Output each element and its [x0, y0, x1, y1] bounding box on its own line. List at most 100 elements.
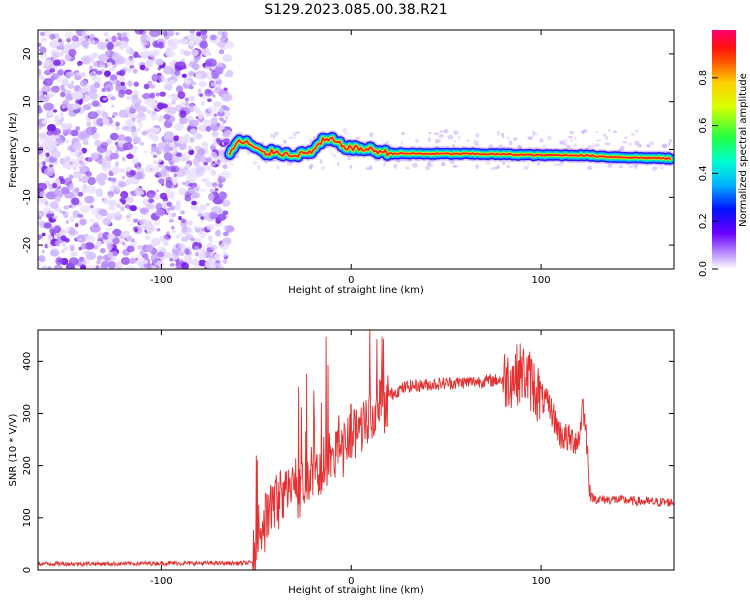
noise-speckle — [115, 80, 121, 87]
noise-speckle — [125, 196, 134, 204]
ridge-halo-speckle — [604, 142, 611, 146]
ridge-halo-speckle — [428, 132, 432, 135]
ridge-halo-speckle — [512, 136, 518, 141]
noise-speckle — [167, 165, 177, 173]
noise-speckle — [41, 232, 46, 237]
noise-speckle — [113, 186, 120, 192]
noise-speckle — [175, 252, 179, 256]
noise-speckle — [120, 257, 131, 265]
noise-speckle — [149, 127, 159, 134]
noise-speckle — [203, 161, 208, 166]
noise-speckle — [134, 30, 144, 35]
noise-speckle — [187, 33, 199, 42]
ridge-halo-speckle — [332, 153, 336, 158]
noise-speckle — [177, 91, 186, 100]
noise-speckle — [183, 39, 188, 44]
noise-speckle — [116, 203, 121, 208]
noise-speckle — [151, 73, 159, 82]
noise-speckle — [53, 264, 63, 269]
noise-speckle — [119, 75, 126, 82]
noise-speckle — [150, 104, 157, 110]
noise-speckle — [69, 216, 76, 222]
noise-speckle — [71, 161, 79, 170]
noise-speckle — [78, 150, 83, 156]
noise-speckle — [43, 102, 54, 111]
noise-speckle — [205, 181, 213, 188]
ridge-halo-speckle — [619, 145, 625, 151]
noise-speckle — [75, 126, 80, 132]
noise-speckle — [74, 74, 82, 81]
ridge-halo-speckle — [270, 133, 273, 138]
noise-speckle — [69, 174, 74, 180]
noise-speckle — [152, 265, 157, 269]
noise-speckle — [205, 157, 213, 163]
noise-speckle — [60, 235, 67, 241]
noise-speckle — [173, 135, 180, 142]
ridge-halo-speckle — [438, 134, 444, 138]
noise-speckle — [72, 103, 81, 110]
colorbar-tick-label: 0.4 — [698, 165, 709, 181]
noise-speckle — [194, 245, 199, 250]
ridge-halo-speckle — [628, 165, 634, 168]
noise-speckle — [166, 191, 175, 199]
noise-speckle — [95, 240, 103, 247]
noise-speckle — [60, 91, 66, 98]
ridge-halo-speckle — [587, 145, 594, 149]
noise-speckle — [78, 177, 82, 182]
noise-speckle — [195, 252, 199, 257]
noise-speckle — [200, 188, 206, 193]
noise-speckle — [174, 122, 184, 132]
noise-speckle — [137, 55, 142, 59]
noise-speckle — [122, 32, 127, 37]
noise-speckle — [84, 242, 95, 250]
noise-speckle — [114, 161, 120, 167]
noise-speckle — [65, 71, 72, 79]
noise-speckle — [105, 153, 110, 157]
ridge-halo-speckle — [440, 161, 446, 167]
noise-speckle — [216, 139, 221, 144]
noise-speckle — [87, 111, 99, 120]
noise-speckle — [132, 68, 138, 74]
noise-speckle — [61, 88, 67, 93]
noise-speckle — [175, 235, 180, 239]
noise-speckle — [66, 227, 71, 232]
noise-speckle — [49, 33, 56, 40]
noise-speckle — [214, 188, 219, 192]
noise-speckle — [77, 62, 81, 67]
noise-speckle — [61, 123, 69, 130]
y-tick-label: 0 — [22, 567, 33, 573]
noise-speckle — [167, 94, 172, 99]
noise-speckle — [165, 49, 175, 58]
noise-speckle — [59, 158, 65, 165]
noise-speckle — [174, 70, 181, 76]
noise-speckle — [55, 257, 64, 266]
noise-speckle — [91, 100, 100, 107]
noise-speckle — [74, 223, 79, 228]
noise-speckle — [85, 171, 92, 178]
noise-speckle — [145, 128, 150, 134]
noise-speckle — [51, 231, 57, 236]
ridge-halo-speckle — [569, 131, 574, 135]
noise-speckle — [112, 112, 119, 117]
noise-speckle — [152, 154, 158, 158]
noise-speckle — [176, 152, 183, 157]
x-tick-label: -100 — [150, 275, 173, 286]
ridge-halo-speckle — [427, 137, 431, 142]
noise-speckle — [52, 109, 58, 113]
noise-speckle — [110, 96, 116, 101]
noise-speckle — [132, 136, 141, 144]
ridge-halo-speckle — [365, 167, 371, 170]
noise-speckle — [216, 213, 227, 221]
noise-speckle — [107, 251, 114, 258]
noise-speckle — [121, 199, 126, 205]
noise-speckle — [126, 125, 133, 133]
noise-speckle — [143, 263, 151, 269]
ridge-halo-speckle — [603, 133, 606, 137]
noise-speckle — [71, 35, 79, 42]
noise-speckle — [106, 242, 114, 250]
noise-speckle — [124, 110, 129, 116]
noise-speckle — [163, 66, 173, 75]
ridge-halo-speckle — [400, 142, 403, 146]
noise-speckle — [144, 235, 151, 240]
noise-speckle — [62, 242, 66, 247]
